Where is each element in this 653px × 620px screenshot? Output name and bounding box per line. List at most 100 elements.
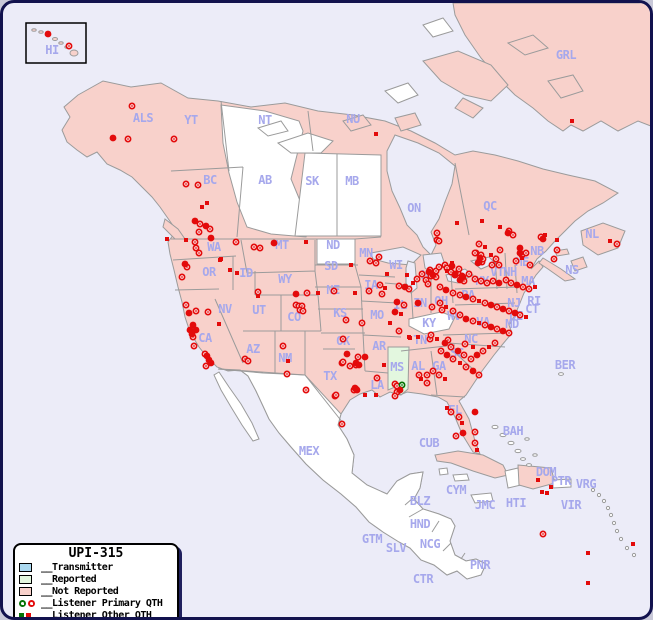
listener-primary-marker <box>467 355 475 363</box>
listener-primary-marker <box>613 240 621 248</box>
listener-primary-marker <box>279 342 287 350</box>
listener-primary-marker <box>449 307 457 315</box>
listener-primary-marker <box>469 295 477 303</box>
listener-primary-marker <box>481 299 489 307</box>
listener-primary-marker <box>456 291 464 299</box>
listener-primary-marker-cluster <box>429 271 437 279</box>
listener-primary-marker-cluster <box>495 279 503 287</box>
listener-primary-marker <box>192 307 200 315</box>
listener-primary-marker-cluster <box>443 351 451 359</box>
region-label-co: CO <box>287 310 301 324</box>
listener-other-marker <box>286 359 290 363</box>
listener-primary-marker <box>358 319 366 327</box>
listener-primary-marker <box>196 220 204 228</box>
listener-primary-marker <box>178 273 186 281</box>
listener-primary-marker <box>244 357 252 365</box>
region-label-vrg: VRG <box>576 477 596 491</box>
legend-item-1: __Reported <box>19 573 173 585</box>
island-juventud <box>438 467 449 476</box>
listener-other-marker <box>304 240 308 244</box>
listener-primary-marker <box>496 246 504 254</box>
listener-primary-marker <box>428 303 436 311</box>
listener-other-marker <box>399 312 403 316</box>
region-label-al: AL <box>411 359 425 373</box>
listener-other-marker <box>445 406 449 410</box>
region-label-ncg: NCG <box>420 537 440 551</box>
listener-primary-marker <box>415 371 423 379</box>
region-label-tn: TN <box>413 333 427 347</box>
listener-primary-marker <box>195 228 203 236</box>
listener-primary-marker <box>479 347 487 355</box>
legend-box: UPI-315 __Transmitter __Reported __Not Rep… <box>13 543 179 617</box>
listener-primary-marker <box>505 307 513 315</box>
listener-other-marker <box>388 321 392 325</box>
region-label-sd: SD <box>324 259 338 273</box>
legend-swatch <box>19 599 41 607</box>
listener-primary-marker <box>519 283 527 291</box>
listener-primary-marker <box>449 289 457 297</box>
region-label-on: ON <box>407 201 421 215</box>
listener-primary-marker-cluster <box>188 330 196 338</box>
listener-other-marker <box>483 245 487 249</box>
listener-other-marker <box>416 335 420 339</box>
listener-primary-marker <box>204 308 212 316</box>
listener-primary-marker-cluster <box>207 234 215 242</box>
listener-other-marker <box>219 257 223 261</box>
listener-primary-marker-cluster <box>361 353 369 361</box>
region-mexico-central-america <box>217 368 487 580</box>
listener-primary-marker <box>539 530 547 538</box>
listener-primary-marker <box>232 238 240 246</box>
legend-item-label: __Not Reported <box>41 585 119 597</box>
listener-primary-marker-cluster <box>185 309 193 317</box>
listener-other-marker <box>382 363 386 367</box>
listener-primary-marker <box>332 391 340 399</box>
listener-other-marker <box>349 263 353 267</box>
region-dominican <box>517 464 556 490</box>
listener-other-marker <box>419 377 423 381</box>
listener-primary-marker <box>456 311 464 319</box>
listener-other-marker <box>471 345 475 349</box>
listener-primary-marker <box>469 317 477 325</box>
listener-primary-marker-cluster <box>44 30 52 38</box>
region-label-grl: GRL <box>556 48 576 62</box>
region-label-or: OR <box>202 265 217 279</box>
region-label-bah: BAH <box>503 424 523 438</box>
listener-primary-marker <box>192 244 200 252</box>
region-label-als: ALS <box>133 111 153 125</box>
listener-other-marker <box>533 285 537 289</box>
listener-primary-marker <box>495 261 503 269</box>
listener-other-marker <box>480 219 484 223</box>
listener-primary-marker <box>550 255 558 263</box>
listener-other-marker <box>450 261 454 265</box>
listener-primary-marker-cluster <box>487 323 495 331</box>
region-label-mb: MB <box>345 174 359 188</box>
listener-other-marker <box>184 238 188 242</box>
listener-other-marker <box>543 233 547 237</box>
island-banks <box>256 120 289 137</box>
region-label-nd: ND <box>326 238 340 252</box>
region-label-jmc: JMC <box>475 498 495 512</box>
region-label-tx: TX <box>323 369 338 383</box>
island-baffin-tail <box>454 97 484 119</box>
region-nova-scotia <box>538 257 577 282</box>
listener-primary-marker <box>365 287 373 295</box>
listener-primary-marker <box>429 367 437 375</box>
island-cuba <box>434 450 509 479</box>
listener-other-marker <box>411 281 415 285</box>
region-label-ab: AB <box>258 173 272 187</box>
island-arctic-3 <box>506 34 550 56</box>
island-baffin <box>422 50 509 102</box>
listener-primary-marker <box>395 282 403 290</box>
listener-primary-marker <box>436 299 444 307</box>
listener-primary-marker-cluster <box>462 315 470 323</box>
region-label-dom: DOM <box>536 465 556 479</box>
region-label-wa: WA <box>207 240 222 254</box>
region-label-wi: WI <box>389 258 403 272</box>
listener-primary-marker-cluster <box>207 359 215 367</box>
region-label-ky: KY <box>422 316 437 330</box>
island-newfoundland <box>580 222 626 256</box>
legend-circle-marker <box>28 599 35 607</box>
region-label-nv: NV <box>218 302 232 316</box>
listener-other-marker <box>445 269 449 273</box>
region-sk-mb <box>294 152 382 237</box>
